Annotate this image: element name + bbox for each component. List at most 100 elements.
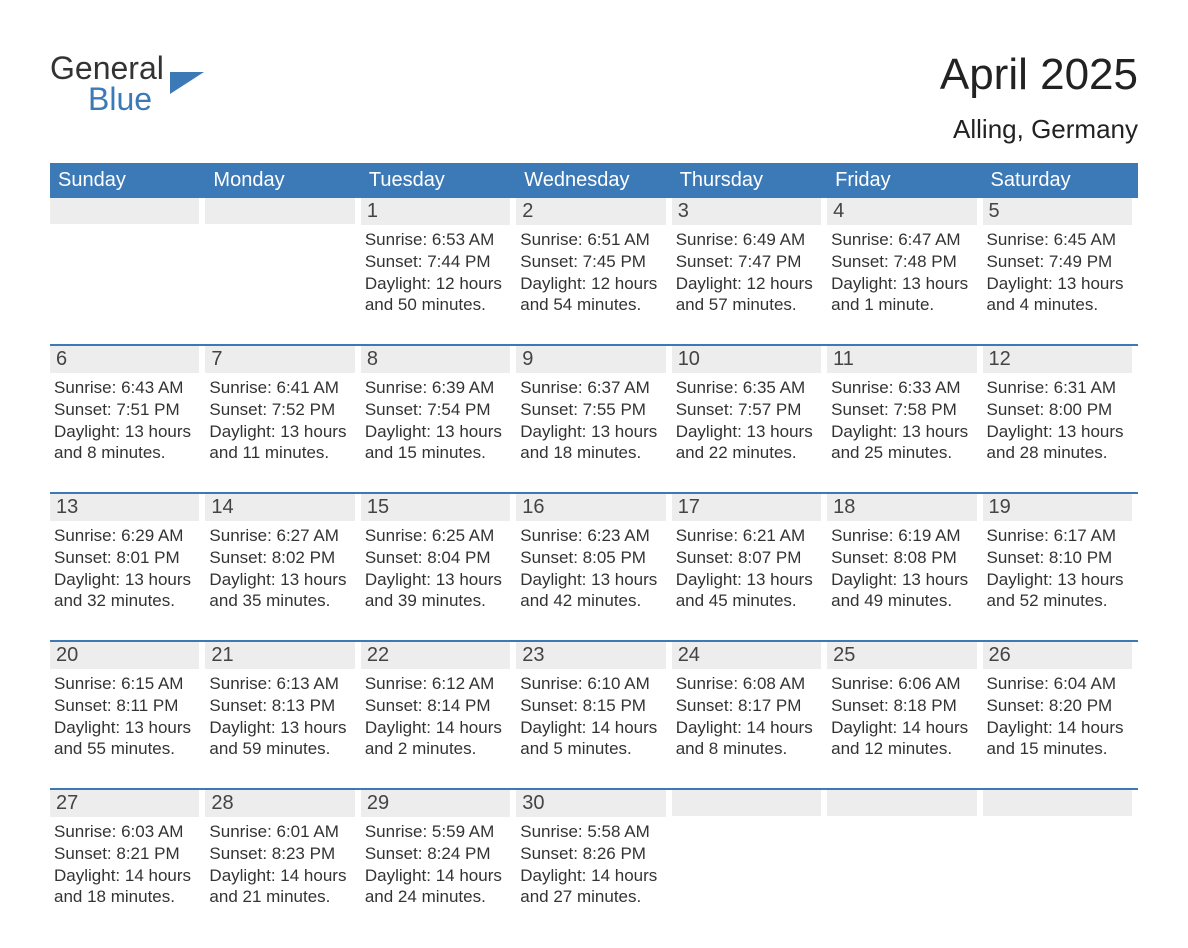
day-number: 18 bbox=[827, 494, 976, 521]
daylight-text: Daylight: 13 hours and 52 minutes. bbox=[987, 569, 1128, 613]
day-cell: 29Sunrise: 5:59 AMSunset: 8:24 PMDayligh… bbox=[361, 790, 516, 908]
day-cell: 24Sunrise: 6:08 AMSunset: 8:17 PMDayligh… bbox=[672, 642, 827, 760]
sunset-text: Sunset: 8:24 PM bbox=[365, 843, 506, 865]
sunset-text: Sunset: 7:57 PM bbox=[676, 399, 817, 421]
sunrise-text: Sunrise: 6:13 AM bbox=[209, 673, 350, 695]
daylight-text: Daylight: 14 hours and 12 minutes. bbox=[831, 717, 972, 761]
daylight-text: Daylight: 13 hours and 4 minutes. bbox=[987, 273, 1128, 317]
sunset-text: Sunset: 7:54 PM bbox=[365, 399, 506, 421]
sunset-text: Sunset: 8:00 PM bbox=[987, 399, 1128, 421]
sunset-text: Sunset: 8:14 PM bbox=[365, 695, 506, 717]
sunrise-text: Sunrise: 6:39 AM bbox=[365, 377, 506, 399]
day-number: 29 bbox=[361, 790, 510, 817]
sunrise-text: Sunrise: 6:01 AM bbox=[209, 821, 350, 843]
day-body: Sunrise: 6:43 AMSunset: 7:51 PMDaylight:… bbox=[50, 373, 199, 464]
day-cell: 23Sunrise: 6:10 AMSunset: 8:15 PMDayligh… bbox=[516, 642, 671, 760]
dayname-saturday: Saturday bbox=[983, 163, 1138, 198]
day-body bbox=[205, 224, 354, 228]
sunset-text: Sunset: 7:45 PM bbox=[520, 251, 661, 273]
daylight-text: Daylight: 13 hours and 39 minutes. bbox=[365, 569, 506, 613]
sunset-text: Sunset: 8:15 PM bbox=[520, 695, 661, 717]
dayname-sunday: Sunday bbox=[50, 163, 205, 198]
day-number: 21 bbox=[205, 642, 354, 669]
dayname-tuesday: Tuesday bbox=[361, 163, 516, 198]
day-cell: 15Sunrise: 6:25 AMSunset: 8:04 PMDayligh… bbox=[361, 494, 516, 612]
day-cell bbox=[983, 790, 1138, 908]
day-body: Sunrise: 6:15 AMSunset: 8:11 PMDaylight:… bbox=[50, 669, 199, 760]
day-number: 15 bbox=[361, 494, 510, 521]
day-cell: 11Sunrise: 6:33 AMSunset: 7:58 PMDayligh… bbox=[827, 346, 982, 464]
sunrise-text: Sunrise: 6:17 AM bbox=[987, 525, 1128, 547]
day-cell: 14Sunrise: 6:27 AMSunset: 8:02 PMDayligh… bbox=[205, 494, 360, 612]
day-number: 11 bbox=[827, 346, 976, 373]
daylight-text: Daylight: 13 hours and 32 minutes. bbox=[54, 569, 195, 613]
daylight-text: Daylight: 13 hours and 35 minutes. bbox=[209, 569, 350, 613]
sunset-text: Sunset: 7:58 PM bbox=[831, 399, 972, 421]
month-title: April 2025 bbox=[940, 50, 1138, 100]
sunrise-text: Sunrise: 6:35 AM bbox=[676, 377, 817, 399]
daylight-text: Daylight: 13 hours and 18 minutes. bbox=[520, 421, 661, 465]
daylight-text: Daylight: 12 hours and 54 minutes. bbox=[520, 273, 661, 317]
sunrise-text: Sunrise: 6:29 AM bbox=[54, 525, 195, 547]
day-cell: 19Sunrise: 6:17 AMSunset: 8:10 PMDayligh… bbox=[983, 494, 1138, 612]
weeks-container: 1Sunrise: 6:53 AMSunset: 7:44 PMDaylight… bbox=[50, 198, 1138, 908]
day-number: 22 bbox=[361, 642, 510, 669]
day-cell: 13Sunrise: 6:29 AMSunset: 8:01 PMDayligh… bbox=[50, 494, 205, 612]
day-body: Sunrise: 6:37 AMSunset: 7:55 PMDaylight:… bbox=[516, 373, 665, 464]
sunset-text: Sunset: 8:18 PM bbox=[831, 695, 972, 717]
sunrise-text: Sunrise: 6:04 AM bbox=[987, 673, 1128, 695]
day-body: Sunrise: 6:41 AMSunset: 7:52 PMDaylight:… bbox=[205, 373, 354, 464]
daylight-text: Daylight: 13 hours and 28 minutes. bbox=[987, 421, 1128, 465]
day-body: Sunrise: 6:49 AMSunset: 7:47 PMDaylight:… bbox=[672, 225, 821, 316]
daylight-text: Daylight: 13 hours and 11 minutes. bbox=[209, 421, 350, 465]
daylight-text: Daylight: 13 hours and 8 minutes. bbox=[54, 421, 195, 465]
logo: General Blue bbox=[50, 50, 204, 118]
day-number: 25 bbox=[827, 642, 976, 669]
day-body: Sunrise: 6:27 AMSunset: 8:02 PMDaylight:… bbox=[205, 521, 354, 612]
day-number: 4 bbox=[827, 198, 976, 225]
sunset-text: Sunset: 8:11 PM bbox=[54, 695, 195, 717]
day-body: Sunrise: 6:03 AMSunset: 8:21 PMDaylight:… bbox=[50, 817, 199, 908]
day-body: Sunrise: 6:12 AMSunset: 8:14 PMDaylight:… bbox=[361, 669, 510, 760]
sunrise-text: Sunrise: 6:31 AM bbox=[987, 377, 1128, 399]
daylight-text: Daylight: 13 hours and 42 minutes. bbox=[520, 569, 661, 613]
day-body bbox=[827, 816, 976, 820]
sunset-text: Sunset: 8:23 PM bbox=[209, 843, 350, 865]
day-number: 12 bbox=[983, 346, 1132, 373]
sunset-text: Sunset: 8:05 PM bbox=[520, 547, 661, 569]
day-body: Sunrise: 6:45 AMSunset: 7:49 PMDaylight:… bbox=[983, 225, 1132, 316]
day-number: 10 bbox=[672, 346, 821, 373]
day-cell: 25Sunrise: 6:06 AMSunset: 8:18 PMDayligh… bbox=[827, 642, 982, 760]
day-number: 1 bbox=[361, 198, 510, 225]
sunrise-text: Sunrise: 6:49 AM bbox=[676, 229, 817, 251]
day-body: Sunrise: 6:35 AMSunset: 7:57 PMDaylight:… bbox=[672, 373, 821, 464]
day-cell: 4Sunrise: 6:47 AMSunset: 7:48 PMDaylight… bbox=[827, 198, 982, 316]
sunset-text: Sunset: 8:10 PM bbox=[987, 547, 1128, 569]
daylight-text: Daylight: 13 hours and 15 minutes. bbox=[365, 421, 506, 465]
day-body: Sunrise: 6:39 AMSunset: 7:54 PMDaylight:… bbox=[361, 373, 510, 464]
day-body: Sunrise: 6:23 AMSunset: 8:05 PMDaylight:… bbox=[516, 521, 665, 612]
day-cell: 2Sunrise: 6:51 AMSunset: 7:45 PMDaylight… bbox=[516, 198, 671, 316]
daylight-text: Daylight: 12 hours and 57 minutes. bbox=[676, 273, 817, 317]
day-body bbox=[50, 224, 199, 228]
day-body: Sunrise: 6:31 AMSunset: 8:00 PMDaylight:… bbox=[983, 373, 1132, 464]
day-number: 24 bbox=[672, 642, 821, 669]
sunset-text: Sunset: 8:20 PM bbox=[987, 695, 1128, 717]
day-body: Sunrise: 6:04 AMSunset: 8:20 PMDaylight:… bbox=[983, 669, 1132, 760]
day-cell bbox=[672, 790, 827, 908]
day-body: Sunrise: 6:17 AMSunset: 8:10 PMDaylight:… bbox=[983, 521, 1132, 612]
day-number: 6 bbox=[50, 346, 199, 373]
day-cell bbox=[50, 198, 205, 316]
sunrise-text: Sunrise: 6:21 AM bbox=[676, 525, 817, 547]
sunrise-text: Sunrise: 6:33 AM bbox=[831, 377, 972, 399]
day-cell: 18Sunrise: 6:19 AMSunset: 8:08 PMDayligh… bbox=[827, 494, 982, 612]
day-cell: 3Sunrise: 6:49 AMSunset: 7:47 PMDaylight… bbox=[672, 198, 827, 316]
daylight-text: Daylight: 13 hours and 22 minutes. bbox=[676, 421, 817, 465]
daylight-text: Daylight: 14 hours and 27 minutes. bbox=[520, 865, 661, 909]
day-body: Sunrise: 6:21 AMSunset: 8:07 PMDaylight:… bbox=[672, 521, 821, 612]
daylight-text: Daylight: 13 hours and 1 minute. bbox=[831, 273, 972, 317]
week-row: 1Sunrise: 6:53 AMSunset: 7:44 PMDaylight… bbox=[50, 198, 1138, 316]
day-number: 9 bbox=[516, 346, 665, 373]
daylight-text: Daylight: 14 hours and 18 minutes. bbox=[54, 865, 195, 909]
day-cell: 10Sunrise: 6:35 AMSunset: 7:57 PMDayligh… bbox=[672, 346, 827, 464]
